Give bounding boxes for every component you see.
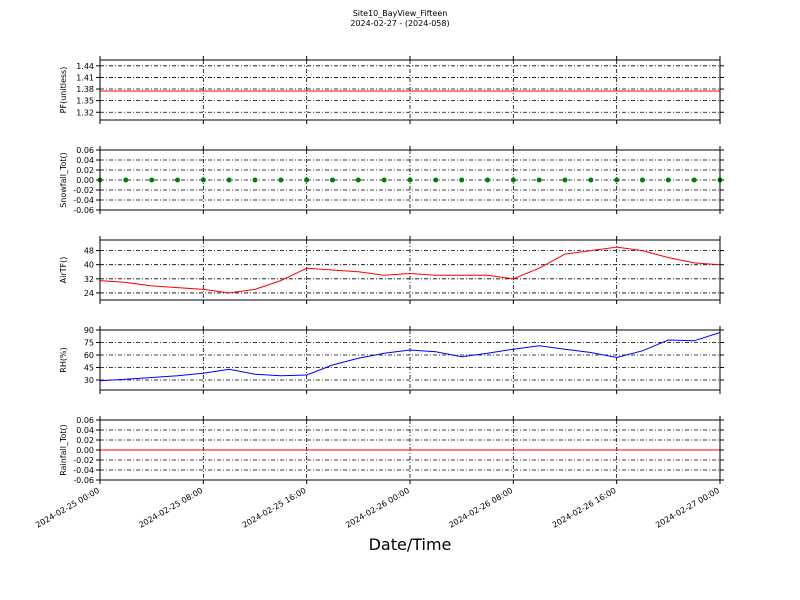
data-point: [588, 177, 594, 183]
x-tick-label: 2024-02-25 08:00: [137, 486, 204, 530]
data-point: [510, 177, 516, 183]
data-line: [99, 246, 721, 294]
data-point: [304, 177, 310, 183]
y-tick-label: -0.06: [73, 476, 94, 485]
y-tick-label: 45: [84, 364, 94, 373]
plot-frame: [99, 59, 721, 121]
y-axis-label: Rainfall_Tot(): [59, 424, 68, 476]
plot-frame: [99, 239, 721, 301]
data-point: [433, 177, 439, 183]
plot-frame: [99, 419, 721, 481]
y-tick-label: 75: [84, 339, 94, 348]
y-tick-label: 60: [84, 351, 94, 360]
data-point: [407, 177, 413, 183]
y-tick-label: 1.32: [76, 108, 94, 117]
x-tick-label: 2024-02-27 00:00: [654, 486, 721, 530]
y-tick-label: -0.02: [73, 186, 94, 195]
x-tick-label: 2024-02-25 00:00: [34, 486, 101, 530]
y-tick-label: 0.06: [76, 146, 94, 155]
y-tick-label: -0.04: [73, 196, 94, 205]
x-tick-label: 2024-02-26 00:00: [344, 486, 411, 530]
y-axis-label: PF(unitless): [59, 67, 68, 114]
y-tick-label: 0.04: [76, 156, 94, 165]
x-tick-label: 2024-02-26 08:00: [447, 486, 514, 530]
y-tick-label: 40: [84, 261, 94, 270]
y-tick-label: 48: [84, 247, 94, 256]
y-tick-label: 0.00: [76, 176, 94, 185]
plot-frame: [99, 149, 721, 211]
data-point: [562, 177, 568, 183]
data-point: [691, 177, 697, 183]
y-tick-label: 0.06: [76, 416, 94, 425]
data-line: [99, 332, 721, 382]
chart-subtitle: 2024-02-27 - (2024-058): [350, 19, 449, 28]
y-axis-label: RH(%): [59, 347, 68, 372]
x-tick-label: 2024-02-26 16:00: [551, 486, 618, 530]
data-point: [355, 177, 361, 183]
data-point: [200, 177, 206, 183]
y-tick-label: -0.06: [73, 206, 94, 215]
data-point: [459, 177, 465, 183]
data-point: [536, 177, 542, 183]
y-tick-label: 0.00: [76, 446, 94, 455]
y-tick-label: 1.44: [76, 62, 94, 71]
x-tick-label: 2024-02-25 16:00: [241, 486, 308, 530]
y-tick-label: 1.35: [76, 97, 94, 106]
data-point: [252, 177, 258, 183]
y-tick-label: 1.41: [76, 73, 94, 82]
data-point: [485, 177, 490, 183]
data-point: [226, 177, 232, 183]
y-tick-label: -0.02: [73, 456, 94, 465]
y-tick-label: 32: [84, 275, 94, 284]
y-tick-label: 90: [84, 326, 94, 335]
data-point: [149, 177, 155, 183]
data-point: [665, 177, 671, 183]
chart-title: Site10_BayView_Fifteen: [353, 9, 448, 18]
data-point: [640, 177, 645, 183]
data-point: [614, 177, 620, 183]
data-point: [330, 177, 335, 183]
x-axis-label: Date/Time: [369, 535, 452, 554]
data-point: [175, 177, 180, 183]
y-tick-label: 0.02: [76, 166, 94, 175]
y-tick-label: 0.04: [76, 426, 94, 435]
y-axis-label: Snowfall_Tot(): [59, 152, 68, 208]
data-point: [123, 177, 129, 183]
y-tick-label: 24: [84, 289, 94, 298]
y-axis-label: AirTF(): [59, 257, 68, 284]
data-point: [278, 177, 284, 183]
plot-frame: [99, 329, 721, 391]
y-tick-label: 30: [84, 376, 94, 385]
data-point: [381, 177, 387, 183]
y-tick-label: 1.38: [76, 85, 94, 94]
y-tick-label: 0.02: [76, 436, 94, 445]
y-tick-label: -0.04: [73, 466, 94, 475]
